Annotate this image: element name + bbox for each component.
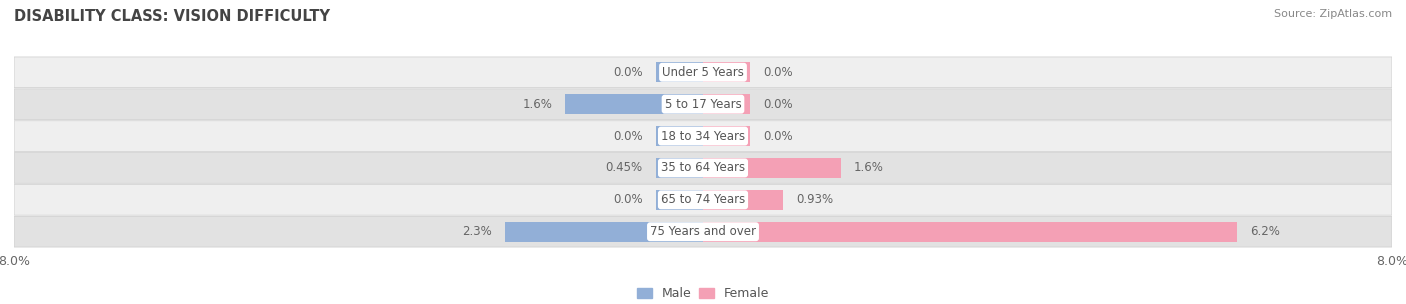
Text: 0.0%: 0.0%: [613, 66, 643, 79]
Text: 0.93%: 0.93%: [796, 193, 834, 206]
Text: 1.6%: 1.6%: [523, 98, 553, 111]
Text: DISABILITY CLASS: VISION DIFFICULTY: DISABILITY CLASS: VISION DIFFICULTY: [14, 9, 330, 24]
Bar: [655, 158, 703, 178]
Bar: [703, 222, 1237, 242]
Text: Under 5 Years: Under 5 Years: [662, 66, 744, 79]
Text: 0.0%: 0.0%: [763, 130, 793, 143]
Bar: [655, 62, 703, 82]
Bar: [703, 94, 751, 114]
Bar: [703, 190, 783, 210]
Text: 75 Years and over: 75 Years and over: [650, 225, 756, 238]
Bar: [565, 94, 703, 114]
Text: 0.45%: 0.45%: [606, 161, 643, 174]
Bar: [703, 126, 751, 146]
Text: 2.3%: 2.3%: [463, 225, 492, 238]
Text: 0.0%: 0.0%: [613, 130, 643, 143]
Legend: Male, Female: Male, Female: [631, 282, 775, 304]
FancyBboxPatch shape: [14, 185, 1392, 215]
Bar: [655, 190, 703, 210]
Bar: [703, 62, 751, 82]
Text: 5 to 17 Years: 5 to 17 Years: [665, 98, 741, 111]
FancyBboxPatch shape: [14, 216, 1392, 247]
Text: 18 to 34 Years: 18 to 34 Years: [661, 130, 745, 143]
Text: 1.6%: 1.6%: [853, 161, 883, 174]
Text: 6.2%: 6.2%: [1250, 225, 1279, 238]
Bar: [505, 222, 703, 242]
Text: 35 to 64 Years: 35 to 64 Years: [661, 161, 745, 174]
Bar: [703, 158, 841, 178]
Text: 0.0%: 0.0%: [613, 193, 643, 206]
Text: 0.0%: 0.0%: [763, 66, 793, 79]
FancyBboxPatch shape: [14, 153, 1392, 183]
Text: Source: ZipAtlas.com: Source: ZipAtlas.com: [1274, 9, 1392, 19]
Bar: [655, 126, 703, 146]
Text: 65 to 74 Years: 65 to 74 Years: [661, 193, 745, 206]
Text: 0.0%: 0.0%: [763, 98, 793, 111]
FancyBboxPatch shape: [14, 89, 1392, 119]
FancyBboxPatch shape: [14, 121, 1392, 151]
FancyBboxPatch shape: [14, 57, 1392, 88]
